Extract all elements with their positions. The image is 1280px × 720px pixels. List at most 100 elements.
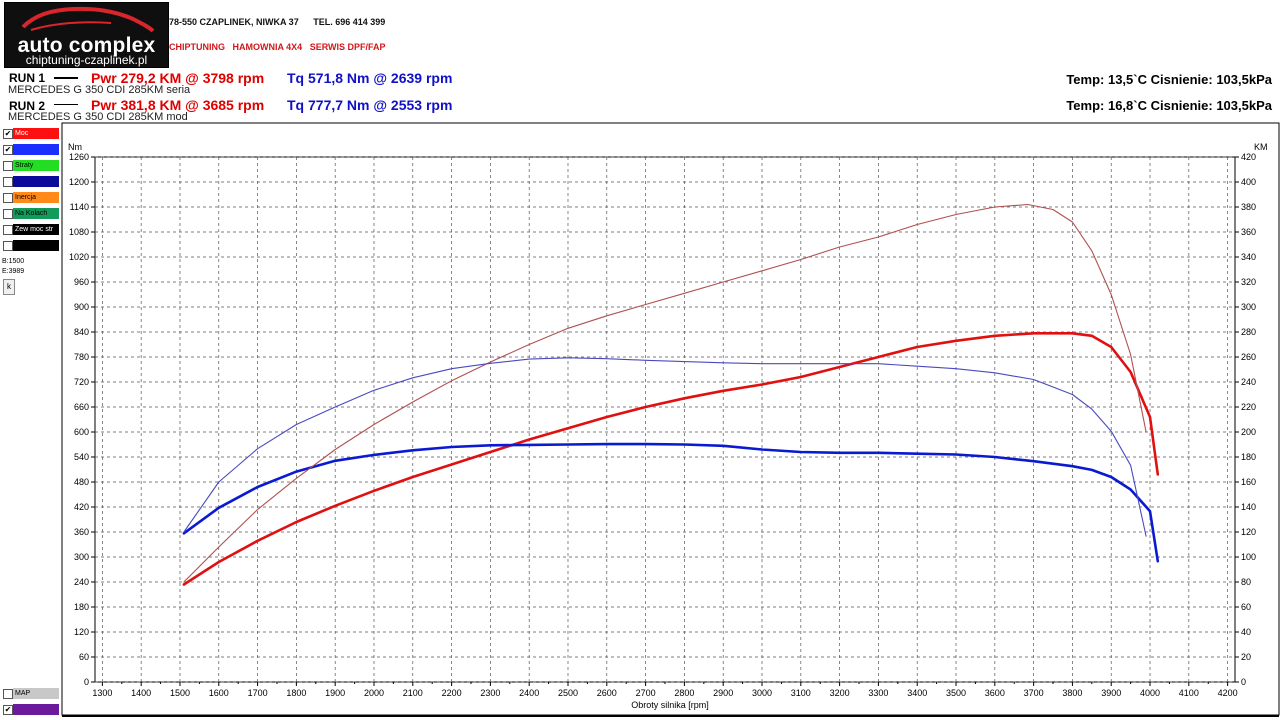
y-right-tick-label: 180 <box>1241 452 1256 462</box>
y-right-tick-label: 60 <box>1241 602 1251 612</box>
y-left-tick-label: 420 <box>74 502 89 512</box>
y-right-tick-label: 260 <box>1241 352 1256 362</box>
legend-checkbox[interactable]: ✔ <box>3 145 13 155</box>
y-right-tick-label: 420 <box>1241 152 1256 162</box>
x-tick-label: 2700 <box>636 688 656 698</box>
x-tick-label: 3000 <box>752 688 772 698</box>
legend-checkbox[interactable] <box>3 225 13 235</box>
y-left-tick-label: 0 <box>84 677 89 687</box>
x-tick-label: 4000 <box>1140 688 1160 698</box>
y-left-tick-label: 1200 <box>69 177 89 187</box>
chart-series <box>182 203 1160 586</box>
x-tick-label: 1500 <box>170 688 190 698</box>
legend-item[interactable]: ✔ Moc <box>3 128 59 139</box>
legend-item[interactable]: Na Kolach <box>3 208 59 219</box>
series-line-3 <box>183 203 1147 583</box>
chart-ticks: 1300 1400 1500 1600 1700 1800 1900 2000 2100 2200… <box>69 152 1256 698</box>
x-axis-label: Obroty silnika [rpm] <box>631 700 709 710</box>
legend-item[interactable]: ✔ <box>3 144 59 155</box>
start-rpm-readout: B:1500 <box>2 258 25 265</box>
y-left-tick-label: 240 <box>74 577 89 587</box>
run2-line-sample <box>54 104 78 105</box>
y-left-tick-label: 300 <box>74 552 89 562</box>
x-tick-label: 1300 <box>92 688 112 698</box>
y-right-tick-label: 100 <box>1241 552 1256 562</box>
y-right-tick-label: 40 <box>1241 627 1251 637</box>
x-tick-label: 2000 <box>364 688 384 698</box>
y-axis-left-label: Nm <box>68 142 82 152</box>
legend-swatch: Na Kolach <box>13 208 59 219</box>
x-tick-label: 3300 <box>868 688 888 698</box>
x-tick-label: 4200 <box>1218 688 1238 698</box>
series-line-4 <box>183 357 1147 537</box>
y-left-tick-label: 660 <box>74 402 89 412</box>
y-right-tick-label: 340 <box>1241 252 1256 262</box>
y-left-tick-label: 900 <box>74 302 89 312</box>
header-contact: 78-550 CZAPLINEK, NIWKA 37 TEL. 696 414 … <box>169 17 397 27</box>
header-service: CHIPTUNING <box>169 42 225 52</box>
header-service: HAMOWNIA 4X4 <box>232 42 303 52</box>
y-right-tick-label: 220 <box>1241 402 1256 412</box>
legend-checkbox[interactable]: ✔ <box>3 705 13 715</box>
run2-torque: Tq 777,7 Nm @ 2553 rpm <box>287 97 453 113</box>
run2-conditions: Temp: 16,8`C Cisnienie: 103,5kPa <box>1066 98 1272 113</box>
y-right-tick-label: 120 <box>1241 527 1256 537</box>
k-button[interactable]: k <box>3 279 15 295</box>
legend-item[interactable] <box>3 240 59 251</box>
run2-label: RUN 2 <box>9 99 46 113</box>
legend-checkbox[interactable] <box>3 689 13 699</box>
series-line-2 <box>182 442 1160 563</box>
y-left-tick-label: 600 <box>74 427 89 437</box>
legend-checkbox[interactable] <box>3 193 13 203</box>
logo: auto complex chiptuning-czaplinek.pl <box>4 2 169 68</box>
y-right-tick-label: 300 <box>1241 302 1256 312</box>
end-rpm-readout: E:3989 <box>2 268 25 275</box>
y-right-tick-label: 20 <box>1241 652 1251 662</box>
y-left-tick-label: 780 <box>74 352 89 362</box>
legend-item[interactable]: Inercja <box>3 192 59 203</box>
legend-item[interactable]: Straty <box>3 160 59 171</box>
run1-vehicle: MERCEDES G 350 CDI 285KM seria <box>8 84 191 96</box>
y-left-tick-label: 180 <box>74 602 89 612</box>
plot-area-border <box>94 156 1236 683</box>
x-tick-label: 2600 <box>597 688 617 698</box>
x-tick-label: 2400 <box>519 688 539 698</box>
y-right-tick-label: 280 <box>1241 327 1256 337</box>
y-right-tick-label: 380 <box>1241 202 1256 212</box>
x-tick-label: 1900 <box>325 688 345 698</box>
legend-checkbox[interactable] <box>3 177 13 187</box>
y-left-tick-label: 840 <box>74 327 89 337</box>
legend-item[interactable]: ✔ <box>3 704 59 715</box>
y-left-tick-label: 960 <box>74 277 89 287</box>
y-right-tick-label: 160 <box>1241 477 1256 487</box>
x-tick-label: 1400 <box>131 688 151 698</box>
legend-checkbox[interactable] <box>3 241 13 251</box>
legend-checkbox[interactable] <box>3 209 13 219</box>
run1-torque: Tq 571,8 Nm @ 2639 rpm <box>287 70 453 86</box>
legend-item[interactable]: Zew moc str <box>3 224 59 235</box>
legend-swatch: Straty <box>13 160 59 171</box>
run2-vehicle: MERCEDES G 350 CDI 285KM mod <box>8 111 188 123</box>
x-tick-label: 2300 <box>480 688 500 698</box>
legend-swatch: Moc <box>13 128 59 139</box>
y-left-tick-label: 720 <box>74 377 89 387</box>
run1-power: Pwr 279,2 KM @ 3798 rpm <box>91 70 265 86</box>
y-right-tick-label: 140 <box>1241 502 1256 512</box>
legend-checkbox[interactable]: ✔ <box>3 129 13 139</box>
legend-item[interactable] <box>3 176 59 187</box>
legend-swatch: Inercja <box>13 192 59 203</box>
x-tick-label: 4100 <box>1179 688 1199 698</box>
y-left-tick-label: 1080 <box>69 227 89 237</box>
x-tick-label: 3800 <box>1062 688 1082 698</box>
x-tick-label: 3600 <box>985 688 1005 698</box>
header-phone: TEL. 696 414 399 <box>313 17 386 27</box>
legend-item[interactable]: MAP <box>3 688 59 699</box>
header-services: CHIPTUNING HAMOWNIA 4X4 SERWIS DPF/FAP <box>169 42 391 52</box>
legend-checkbox[interactable] <box>3 161 13 171</box>
x-tick-label: 2200 <box>442 688 462 698</box>
y-left-tick-label: 1020 <box>69 252 89 262</box>
x-tick-label: 2900 <box>713 688 733 698</box>
legend-swatch <box>13 704 59 715</box>
y-left-tick-label: 120 <box>74 627 89 637</box>
brand-website: chiptuning-czaplinek.pl <box>25 53 148 67</box>
